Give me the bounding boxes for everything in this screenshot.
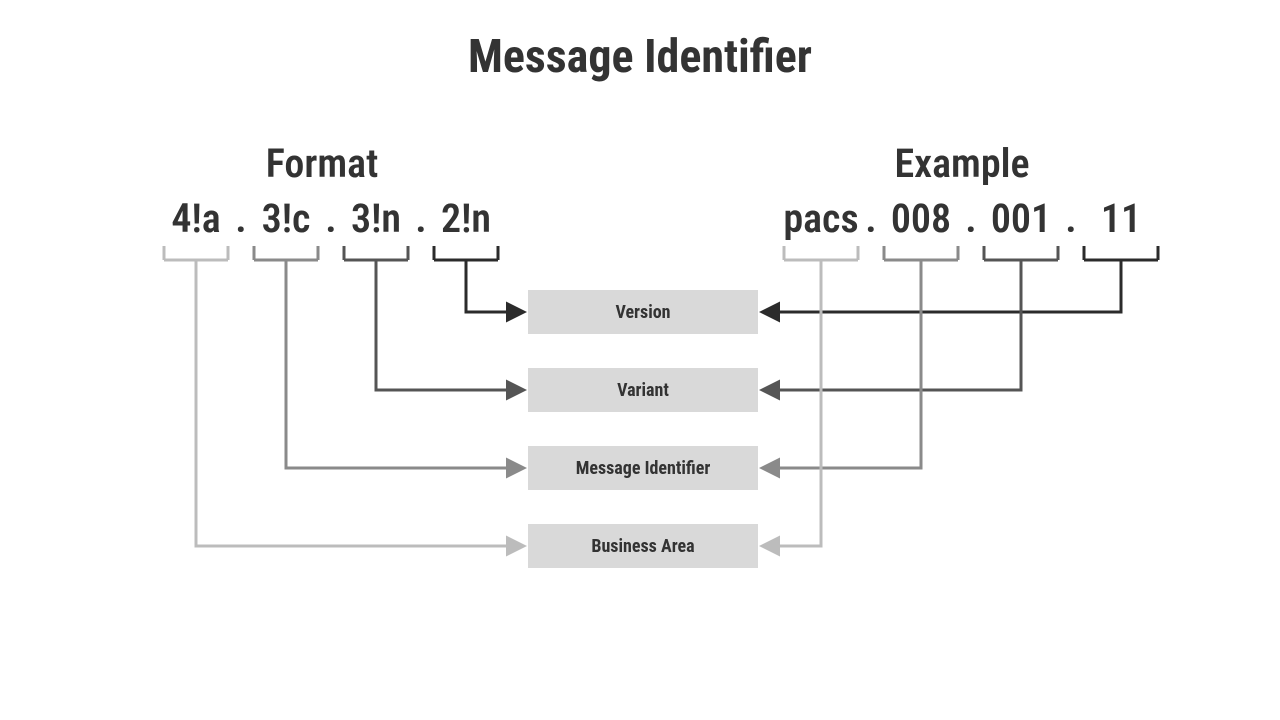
separator: . [962,195,980,242]
separator: . [862,195,880,242]
example-heading: Example [842,140,1082,187]
separator: . [232,195,250,242]
definition-box: Version [528,290,758,334]
separator: . [412,195,430,242]
definition-box: Variant [528,368,758,412]
segment: 001 [980,195,1062,242]
segment: pacs [780,195,862,242]
segment: 3!n [340,195,412,242]
separator: . [322,195,340,242]
segment: 3!c [250,195,322,242]
definition-box: Message Identifier [528,446,758,490]
example-segments: pacs.008.001.11 [780,195,1162,242]
page-title: Message Identifier [0,30,1280,84]
format-segments: 4!a.3!c.3!n.2!n [160,195,502,242]
segment: 2!n [430,195,502,242]
segment: 11 [1080,195,1162,242]
segment: 008 [880,195,962,242]
separator: . [1062,195,1080,242]
definition-box: Business Area [528,524,758,568]
format-heading: Format [202,140,442,187]
connector-overlay [0,0,1280,720]
segment: 4!a [160,195,232,242]
